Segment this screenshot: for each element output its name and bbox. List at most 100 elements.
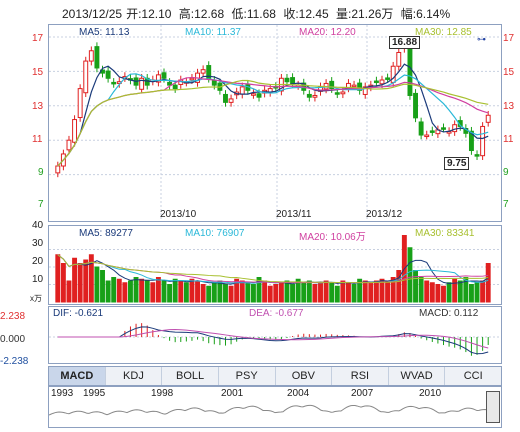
volume-bar xyxy=(262,280,268,303)
volume-bar xyxy=(385,280,391,303)
tab-macd[interactable]: MACD xyxy=(49,367,106,385)
candle-body xyxy=(424,134,430,138)
price-y-right-17: 17 xyxy=(503,33,515,44)
volume-bar xyxy=(100,270,105,303)
volume-bar xyxy=(72,257,78,303)
low-price-callout: 9.75 xyxy=(444,157,470,170)
x-label-dec: 2013/12 xyxy=(366,209,403,220)
volume-panel[interactable]: MA5: 89277 MA10: 76907 MA20: 10.06万 MA30… xyxy=(48,225,502,305)
price-ma30: MA30: 12.85 xyxy=(415,27,472,38)
volume-bar xyxy=(295,278,301,303)
year-2001: 2001 xyxy=(221,388,244,399)
candle-body xyxy=(373,80,379,84)
price-y-7: 7 xyxy=(38,199,44,210)
price-y-9: 9 xyxy=(38,167,44,178)
volume-bar xyxy=(256,277,262,303)
volume-bar xyxy=(346,282,351,303)
volume-bar xyxy=(66,280,72,303)
candle-body xyxy=(485,114,491,123)
volume-bar xyxy=(424,280,430,303)
tab-rsi[interactable]: RSI xyxy=(332,367,389,385)
low-label: 低:11.68 xyxy=(231,7,276,21)
volume-bar xyxy=(77,263,83,303)
tab-boll[interactable]: BOLL xyxy=(162,367,219,385)
tab-wvad[interactable]: WVAD xyxy=(389,367,446,385)
price-y-13: 13 xyxy=(32,101,44,112)
candle-body xyxy=(306,93,312,98)
close-label: 收:12.45 xyxy=(283,7,329,21)
open-label: 开:12.10 xyxy=(126,7,172,21)
price-y-17: 17 xyxy=(32,33,44,44)
candle-body xyxy=(250,93,256,96)
candle-body xyxy=(105,70,111,79)
volume-bar xyxy=(155,277,161,303)
price-ma30-line xyxy=(57,79,489,167)
volume-bar xyxy=(217,280,223,303)
volume-bar xyxy=(228,285,234,303)
volume-bar xyxy=(60,263,66,303)
candle-body xyxy=(340,91,346,95)
x-label-nov: 2013/11 xyxy=(276,209,312,220)
candle-body xyxy=(88,50,94,62)
candle-body xyxy=(474,154,480,157)
zoom-left-icon[interactable]: ⊶ xyxy=(477,34,486,44)
history-timeline[interactable]: 1993 1995 1998 2001 2004 2007 2010 xyxy=(48,386,502,428)
volume-bar xyxy=(396,270,402,303)
candle-body xyxy=(413,92,418,119)
candle-body xyxy=(284,77,290,83)
volume-bar xyxy=(480,280,486,303)
tab-psy[interactable]: PSY xyxy=(219,367,276,385)
volume-bar xyxy=(223,284,228,303)
volume-bar xyxy=(468,284,474,303)
volume-bar xyxy=(340,280,346,303)
candle-body xyxy=(256,93,262,98)
volume-bar xyxy=(351,284,357,303)
vol-ma30: MA30: 83341 xyxy=(415,228,475,239)
timeline-handle[interactable] xyxy=(486,391,500,423)
candle-body xyxy=(77,88,83,118)
vol-unit: x万 xyxy=(30,294,42,303)
volume-bar xyxy=(105,280,111,303)
volume-bar xyxy=(474,282,480,303)
candle-body xyxy=(429,130,435,133)
volume-ma10-line xyxy=(57,254,489,284)
volume-bar xyxy=(457,280,463,303)
tab-cci[interactable]: CCI xyxy=(463,370,483,382)
volume-bar xyxy=(429,282,435,303)
volume-bar xyxy=(161,280,167,303)
candle-body xyxy=(167,81,173,86)
vol-y-40: 40 xyxy=(32,220,44,231)
year-1993: 1993 xyxy=(51,388,74,399)
volume-bar xyxy=(463,277,469,303)
volume-bar xyxy=(413,270,418,303)
price-y-15: 15 xyxy=(32,67,44,78)
volume-bar xyxy=(172,278,178,303)
candle-body xyxy=(290,77,296,84)
volume-bar xyxy=(323,280,329,303)
candle-body xyxy=(379,79,385,85)
candle-body xyxy=(362,86,368,95)
macd-y-top: 2.238 xyxy=(0,311,26,322)
volume-bar xyxy=(485,263,491,303)
vol-y-20: 20 xyxy=(32,256,44,267)
macd-dea: DEA: -0.677 xyxy=(249,308,304,319)
volume-bar xyxy=(245,282,251,303)
price-ma5: MA5: 11.13 xyxy=(79,27,130,38)
price-panel[interactable]: MA5: 11.13 MA10: 11.37 MA20: 12.20 MA30:… xyxy=(48,24,502,222)
macd-panel[interactable]: DIF: -0.621 DEA: -0.677 MACD: 0.112 xyxy=(48,306,502,364)
volume-bar xyxy=(267,285,273,303)
tab-obv[interactable]: OBV xyxy=(276,367,333,385)
volume-bar xyxy=(116,278,122,303)
volume-bar xyxy=(418,277,424,303)
volume-bar xyxy=(273,284,279,303)
volume-bar xyxy=(189,278,195,303)
tab-kdj[interactable]: KDJ xyxy=(106,367,163,385)
volume-label: 量:21.26万 xyxy=(336,7,394,21)
volume-bar xyxy=(284,280,290,303)
volume-bar xyxy=(390,277,396,303)
volume-bar xyxy=(379,278,385,303)
volume-bar xyxy=(211,282,217,303)
candle-body xyxy=(111,81,117,85)
price-ma20-line xyxy=(57,76,489,167)
candle-body xyxy=(228,98,234,103)
